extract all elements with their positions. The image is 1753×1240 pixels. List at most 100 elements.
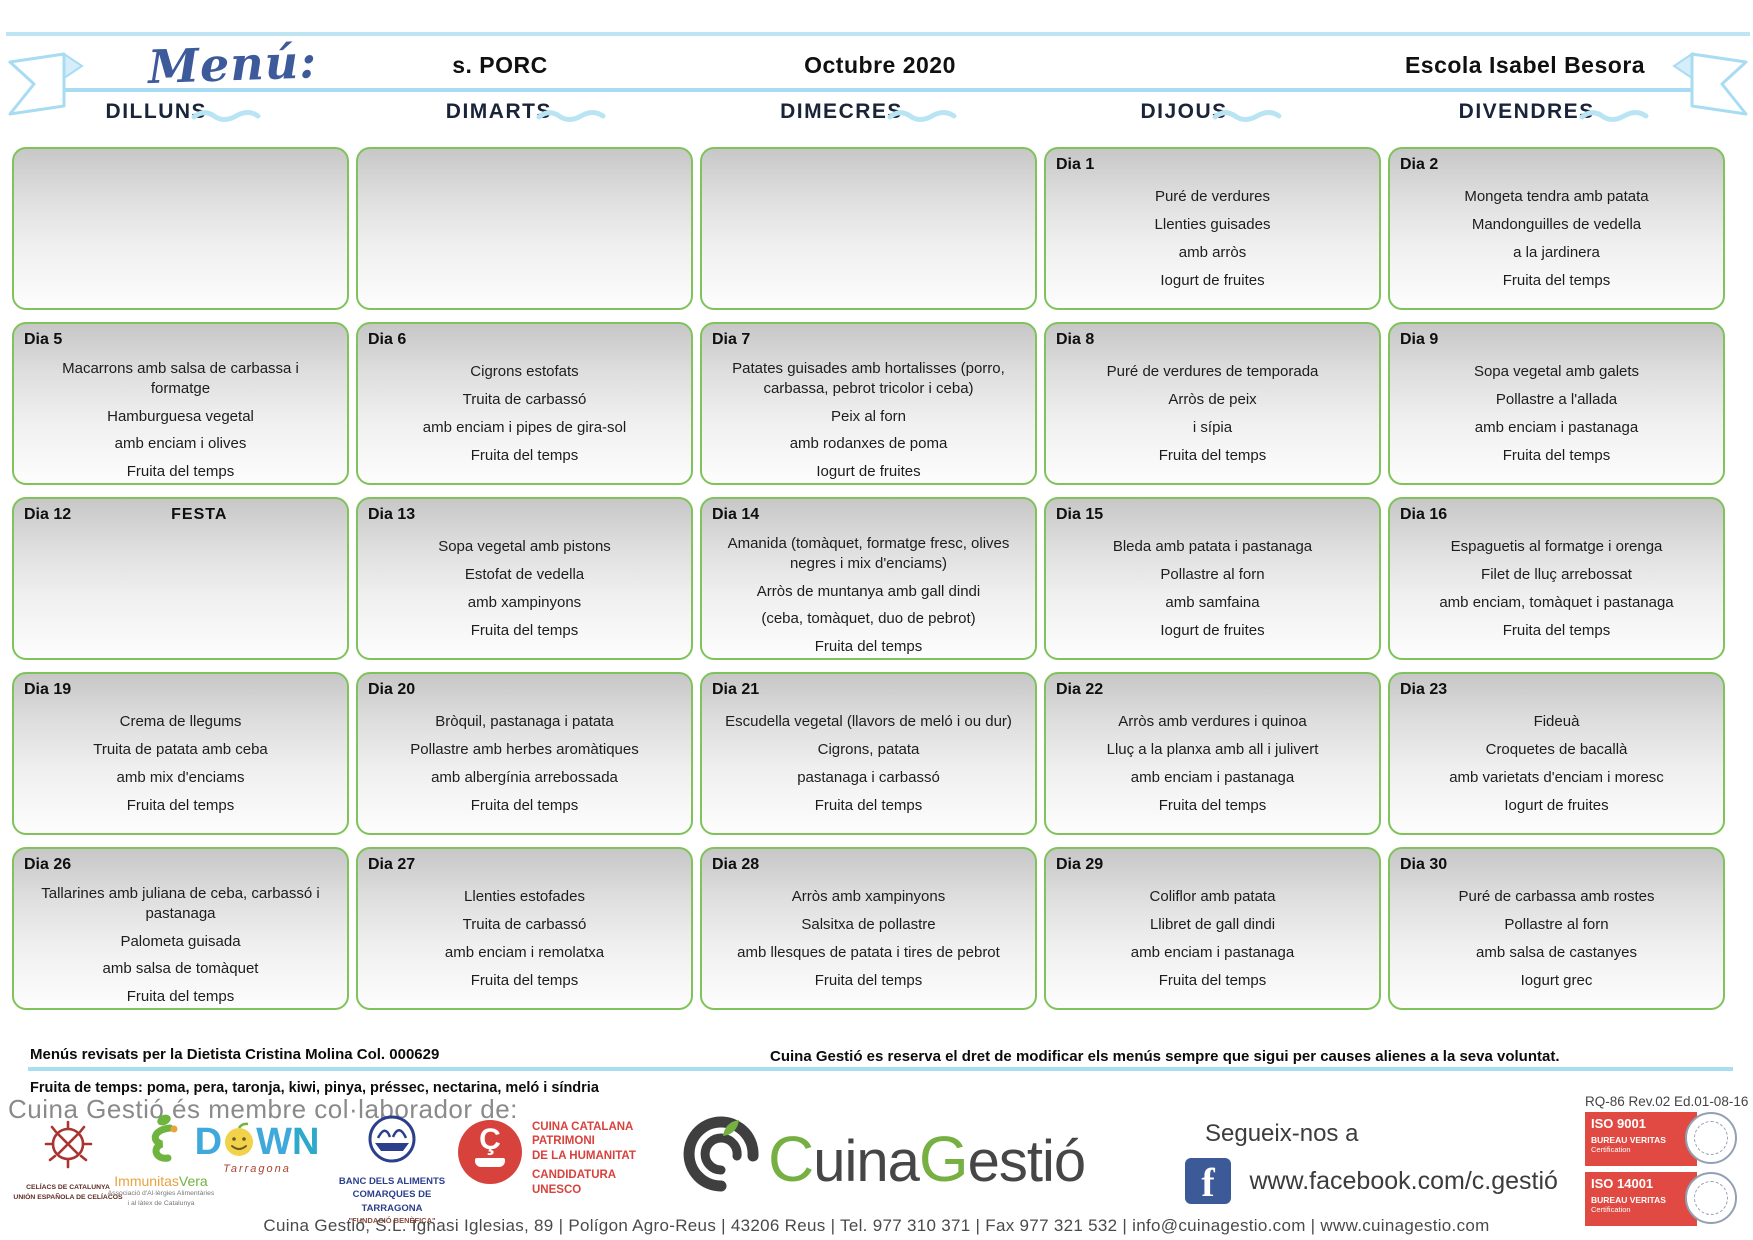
member-note: Cuina Gestió és membre col·laborador de: — [8, 1094, 518, 1124]
smiley-icon — [225, 1122, 254, 1156]
partner-celiacs-line1: CELÍACS DE CATALUNYA — [26, 1184, 110, 1191]
menu-item: amb varietats d'enciam i moresc — [1449, 769, 1664, 786]
menu-item: Tallarines amb juliana de ceba, carbassó… — [41, 885, 320, 922]
menu-grid: Dia 1 Puré de verdures Llenties guisades am… — [12, 147, 1725, 1010]
menu-lines: Puré de verdures de temporada Arròs de pe… — [1046, 355, 1379, 483]
menu-item: Arròs amb xampinyons — [791, 888, 946, 906]
menu-item: Llenties guisades — [1154, 216, 1271, 234]
day-row: Dia 20 — [358, 674, 691, 705]
menu-cell-dia-28: Dia 28 Arròs amb xampinyons Salsitxa de po… — [700, 847, 1037, 1010]
menu-item: Fruita del temps — [814, 971, 923, 989]
weekday-label: DIMARTS — [445, 100, 552, 123]
menu-lines: Bleda amb patata i pastanaga Pollastre al… — [1046, 530, 1379, 658]
day-label: Dia 21 — [712, 681, 760, 698]
day-label: Dia 12 — [24, 506, 72, 523]
day-row: Dia 26 — [14, 849, 347, 880]
day-label: Dia 5 — [24, 331, 63, 348]
menu-lines — [358, 180, 691, 308]
day-label: Dia 16 — [1400, 506, 1448, 523]
month-label: Octubre 2020 — [804, 52, 956, 78]
menu-item: Bleda amb patata i pastanaga — [1112, 538, 1313, 556]
menu-item: Arròs amb verdures i quinoa — [1118, 713, 1307, 731]
day-row: Dia 21 — [702, 674, 1035, 705]
menu-item: Truita de carbassó — [462, 916, 587, 934]
menu-cell-dia-6: Dia 6 Cigrons estofats Truita de carbassó a… — [356, 322, 693, 485]
casserole-icon — [475, 1158, 505, 1167]
menu-item: Puré de verdures — [1154, 188, 1271, 206]
ribbon-banner — [6, 32, 1750, 116]
cuina-catalana-text: CUINA CATALANA PATRIMONI DE LA HUMANITAT… — [532, 1121, 636, 1196]
menu-item: Amanida (tomàquet, formatge fresc, olive… — [727, 535, 1010, 572]
menu-item: Macarrons amb salsa de carbassa i format… — [62, 360, 299, 397]
menu-lines: Sopa vegetal amb galets Pollastre a l'all… — [1390, 355, 1723, 483]
day-label: Dia 8 — [1056, 331, 1095, 348]
day-row: Dia 9 — [1390, 324, 1723, 355]
menu-item: Fruita del temps — [1502, 621, 1611, 639]
menu-lines: Amanida (tomàquet, formatge fresc, olive… — [702, 530, 1035, 658]
day-row: Dia 13 — [358, 499, 691, 530]
menu-item: Arròs de muntanya amb gall dindi — [756, 582, 981, 600]
menu-cell-dia-20: Dia 20 Bròquil, pastanaga i patata Pollast… — [356, 672, 693, 835]
day-row: Dia 23 — [1390, 674, 1723, 705]
menu-item: Iogurt de fruites — [816, 463, 921, 481]
menu-item: Pollastre al forn — [1160, 566, 1265, 584]
partner-down-logo: D WN Tarragona — [192, 1122, 322, 1175]
facebook-url: www.facebook.com/c.gestió — [1249, 1166, 1558, 1195]
day-label: Dia 20 — [368, 681, 416, 698]
menu-item: Fruita del temps — [470, 446, 579, 464]
facebook-icon: f — [1185, 1158, 1231, 1205]
menu-cell-dia-19: Dia 19 Crema de llegums Truita de patata a… — [12, 672, 349, 835]
partner-banc-line1: BANC DELS ALIMENTS — [338, 1176, 446, 1187]
day-label: Dia 9 — [1400, 331, 1439, 348]
menu-item: Truita de carbassó — [462, 391, 587, 409]
menu-item: Truita de patata amb ceba — [93, 741, 268, 759]
day-label: Dia 7 — [712, 331, 751, 348]
weekday-header-dilluns: DILLUNS — [12, 100, 355, 124]
menu-item: (ceba, tomàquet, duo de pebrot) — [761, 610, 976, 628]
day-label: Dia 27 — [368, 856, 416, 873]
swash-icon — [536, 110, 606, 122]
day-row — [14, 149, 347, 180]
swash-icon — [1579, 110, 1649, 122]
menu-cell-dia-22: Dia 22 Arròs amb verdures i quinoa Lluç a … — [1044, 672, 1381, 835]
menu-item: Mongeta tendra amb patata — [1464, 188, 1649, 206]
menu-lines: Sopa vegetal amb pistons Estofat de vedel… — [358, 530, 691, 658]
day-row: Dia 5 — [14, 324, 347, 355]
menu-item: amb xampinyons — [467, 594, 582, 611]
menu-type-label: s. PORC — [452, 52, 548, 78]
menu-item: Cigrons, patata — [817, 741, 920, 759]
menu-cell-dia-29: Dia 29 Coliflor amb patata Llibret de gall… — [1044, 847, 1381, 1010]
menu-cell-dia-21: Dia 21 Escudella vegetal (llavors de meló… — [700, 672, 1037, 835]
day-label: Dia 29 — [1056, 856, 1104, 873]
bureau-veritas-seal-icon — [1685, 1112, 1737, 1164]
menu-item: Pollastre amb herbes aromàtiques — [410, 741, 639, 759]
menu-item: amb enciam, tomàquet i pastanaga — [1439, 594, 1674, 611]
weekday-label: DIVENDRES — [1458, 100, 1595, 123]
follow-us-label: Segueix-nos a — [1205, 1120, 1359, 1147]
menu-item: Fruita del temps — [470, 621, 579, 639]
weekday-header-dijous: DIJOUS — [1040, 100, 1383, 124]
menu-item: Arròs de peix — [1168, 391, 1257, 409]
day-row: Dia 2 — [1390, 149, 1723, 180]
menu-item: Fruita del temps — [1158, 971, 1267, 989]
cuinagestio-wordmark: CuinaGestió — [768, 1123, 1086, 1195]
menu-lines: Macarrons amb salsa de carbassa i format… — [14, 355, 347, 483]
menu-item: amb enciam i olives — [114, 435, 247, 453]
down-city-label: Tarragona — [223, 1163, 291, 1175]
partner-immunitas-sub1: Associació d'Al·lèrgies Alimentàries — [107, 1190, 215, 1197]
school-name: Escola Isabel Besora — [1404, 52, 1646, 78]
menu-lines: Coliflor amb patata Llibret de gall dindi… — [1046, 880, 1379, 1008]
menu-cell-dia-8: Dia 8 Puré de verdures de temporada Arròs … — [1044, 322, 1381, 485]
swash-icon — [191, 110, 261, 122]
day-label: Dia 23 — [1400, 681, 1448, 698]
page-title: Menú: — [147, 34, 318, 95]
menu-lines: Arròs amb verdures i quinoa Lluç a la pla… — [1046, 705, 1379, 833]
menu-cell-dia-16: Dia 16 Espaguetis al formatge i orenga Fil… — [1388, 497, 1725, 660]
weekday-header-divendres: DIVENDRES — [1382, 100, 1725, 124]
footer-divider — [28, 1067, 1733, 1071]
menu-item: Peix al forn — [830, 407, 907, 425]
menu-item: Fruita del temps — [1502, 271, 1611, 289]
menu-item: Fruita del temps — [1158, 796, 1267, 814]
celiacs-sun-icon — [44, 1120, 93, 1169]
menu-lines: Escudella vegetal (llavors de meló i ou … — [702, 705, 1035, 833]
